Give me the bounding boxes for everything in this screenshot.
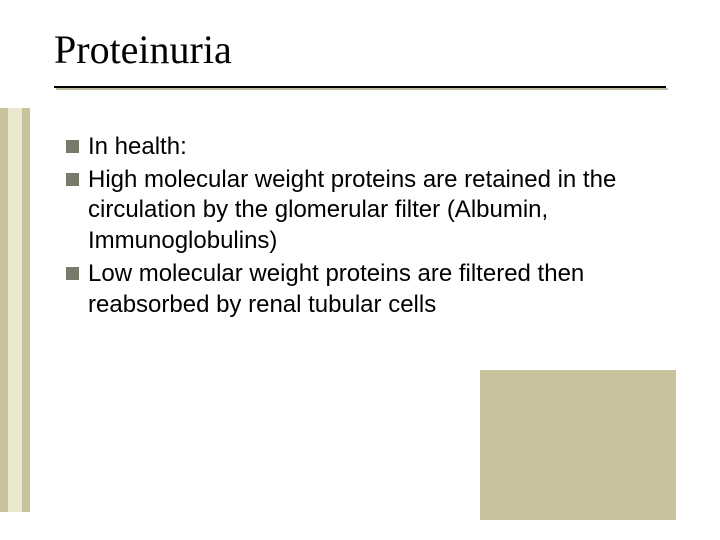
left-accent-bar-inner: [8, 108, 22, 512]
bullet-text: Low molecular weight proteins are filter…: [88, 259, 666, 320]
title-area: Proteinuria: [54, 28, 666, 82]
list-item: In health:: [66, 132, 666, 163]
title-underline: [54, 86, 666, 88]
bullet-text: High molecular weight proteins are retai…: [88, 165, 666, 257]
title-underline-shadow: [56, 88, 668, 90]
square-bullet-icon: [66, 267, 79, 280]
bullet-text: In health:: [88, 132, 187, 163]
list-item: High molecular weight proteins are retai…: [66, 165, 666, 257]
list-item: Low molecular weight proteins are filter…: [66, 259, 666, 320]
square-bullet-icon: [66, 140, 79, 153]
square-bullet-icon: [66, 173, 79, 186]
slide: Proteinuria In health: High molecular we…: [0, 0, 720, 540]
content-area: In health: High molecular weight protein…: [66, 132, 666, 322]
slide-title: Proteinuria: [54, 28, 666, 82]
bottom-right-accent-box: [480, 370, 676, 520]
